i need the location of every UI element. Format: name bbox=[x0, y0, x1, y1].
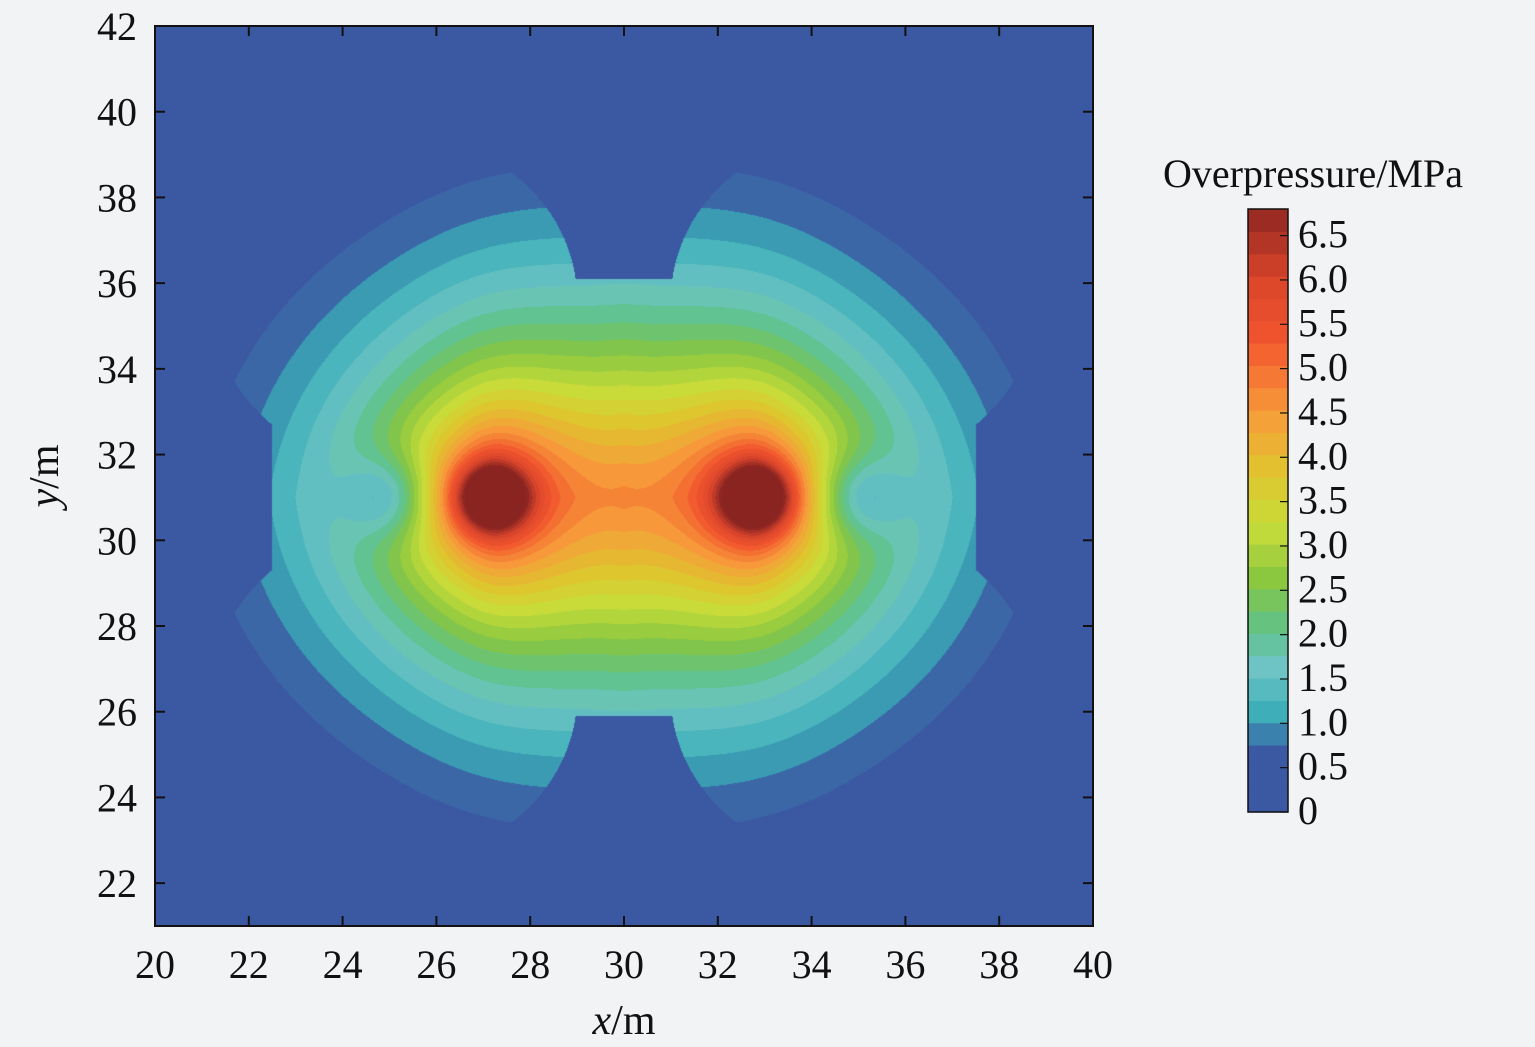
y-tick-label: 38 bbox=[97, 175, 137, 220]
y-tick-label: 26 bbox=[97, 690, 137, 735]
colorbar-band bbox=[1248, 767, 1288, 791]
y-tick-label: 30 bbox=[97, 518, 137, 563]
colorbar-band bbox=[1248, 477, 1288, 500]
colorbar-band bbox=[1248, 722, 1288, 746]
colorbar-label: 5.0 bbox=[1298, 345, 1348, 390]
colorbar-band bbox=[1248, 387, 1288, 411]
x-tick-label: 36 bbox=[885, 942, 925, 987]
colorbar-band bbox=[1248, 633, 1288, 657]
x-tick-label: 34 bbox=[792, 942, 832, 987]
colorbar: Overpressure/MPa 00.51.01.52.02.53.03.54… bbox=[1163, 151, 1463, 833]
colorbar-band bbox=[1248, 454, 1288, 478]
x-tick-label: 28 bbox=[510, 942, 550, 987]
colorbar-label: 5.5 bbox=[1298, 300, 1348, 345]
colorbar-frame bbox=[1247, 208, 1289, 813]
colorbar-band bbox=[1248, 655, 1288, 679]
y-tick-label: 28 bbox=[97, 604, 137, 649]
colorbar-band bbox=[1248, 700, 1288, 724]
colorbar-label: 3.0 bbox=[1298, 522, 1348, 567]
colorbar-label: 4.0 bbox=[1298, 433, 1348, 478]
colorbar-label: 2.0 bbox=[1298, 611, 1348, 656]
colorbar-label: 1.0 bbox=[1298, 699, 1348, 744]
colorbar-band bbox=[1248, 298, 1288, 322]
colorbar-band bbox=[1248, 611, 1288, 634]
y-tick-label: 36 bbox=[97, 261, 137, 306]
y-tick-label: 40 bbox=[97, 90, 137, 135]
x-tick-label: 38 bbox=[979, 942, 1019, 987]
colorbar-band bbox=[1248, 588, 1288, 612]
colorbar-band bbox=[1248, 544, 1288, 567]
x-axis: 20 22 24 26 28 30 32 34 36 38 40 bbox=[135, 26, 1113, 987]
x-tick-label: 20 bbox=[135, 942, 175, 987]
colorbar-band bbox=[1248, 566, 1288, 590]
y-axis: 22 24 26 28 30 32 34 36 38 40 42 bbox=[97, 4, 1093, 906]
colorbar-band bbox=[1248, 343, 1288, 366]
y-axis-title: y/m bbox=[22, 444, 68, 511]
x-tick-label: 26 bbox=[416, 942, 456, 987]
x-axis-var: x bbox=[592, 998, 612, 1044]
colorbar-band bbox=[1248, 745, 1288, 768]
colorbar-band bbox=[1248, 410, 1288, 433]
overpressure-heatmap bbox=[155, 26, 1093, 926]
colorbar-label: 0 bbox=[1298, 788, 1318, 833]
plot-area bbox=[154, 25, 1094, 927]
y-axis-var: y bbox=[22, 489, 68, 512]
colorbar-band bbox=[1248, 253, 1288, 277]
colorbar-band bbox=[1248, 521, 1288, 545]
colorbar-label: 0.5 bbox=[1298, 744, 1348, 789]
colorbar-band bbox=[1248, 209, 1288, 232]
y-tick-label: 24 bbox=[97, 775, 137, 820]
y-tick-label: 22 bbox=[97, 861, 137, 906]
colorbar-band bbox=[1248, 365, 1288, 389]
colorbar-label: 1.5 bbox=[1298, 655, 1348, 700]
colorbar-band bbox=[1248, 678, 1288, 701]
colorbar-label: 6.5 bbox=[1298, 212, 1348, 257]
y-tick-label: 34 bbox=[97, 347, 137, 392]
y-axis-unit: /m bbox=[22, 444, 68, 489]
x-tick-label: 24 bbox=[323, 942, 363, 987]
x-tick-label: 32 bbox=[698, 942, 738, 987]
colorbar-band bbox=[1248, 231, 1288, 255]
y-tick-label: 32 bbox=[97, 433, 137, 478]
colorbar-label: 6.0 bbox=[1298, 256, 1348, 301]
x-axis-unit: /m bbox=[611, 998, 656, 1044]
x-tick-label: 40 bbox=[1073, 942, 1113, 987]
x-tick-label: 30 bbox=[604, 942, 644, 987]
x-axis-title: x/m bbox=[592, 998, 656, 1044]
colorbar-band bbox=[1248, 432, 1288, 456]
colorbar-band bbox=[1248, 789, 1288, 813]
y-tick-label: 42 bbox=[97, 4, 137, 49]
colorbar-label: 2.5 bbox=[1298, 566, 1348, 611]
colorbar-title: Overpressure/MPa bbox=[1163, 151, 1463, 196]
colorbar-label: 3.5 bbox=[1298, 478, 1348, 523]
colorbar-band bbox=[1248, 320, 1288, 344]
x-tick-label: 22 bbox=[229, 942, 269, 987]
colorbar-band bbox=[1248, 276, 1288, 299]
colorbar-label: 4.5 bbox=[1298, 389, 1348, 434]
colorbar-band bbox=[1248, 499, 1288, 523]
